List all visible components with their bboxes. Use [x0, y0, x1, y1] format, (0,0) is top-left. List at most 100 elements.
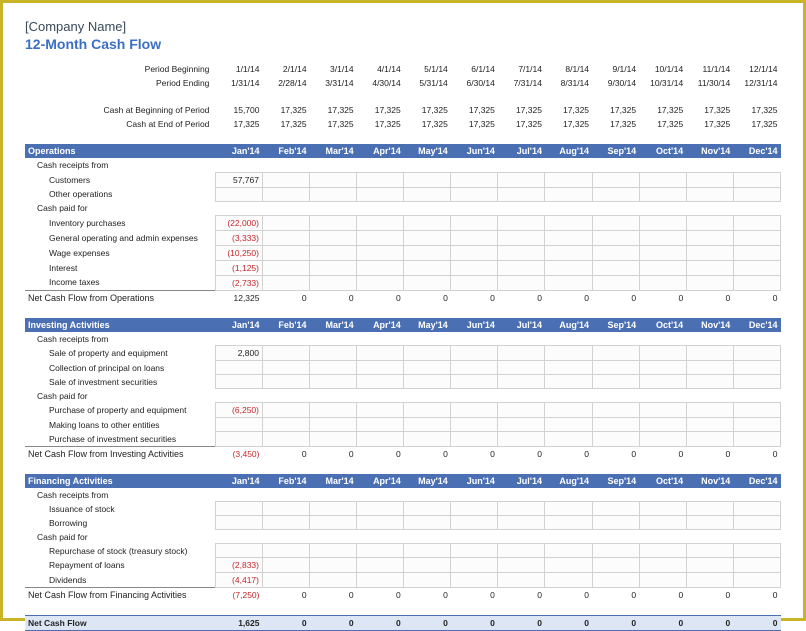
data-cell[interactable] — [545, 375, 592, 389]
data-cell[interactable]: (3,333) — [215, 230, 262, 245]
data-cell[interactable] — [592, 361, 639, 375]
data-cell[interactable] — [310, 502, 357, 516]
data-cell[interactable] — [404, 346, 451, 361]
data-cell[interactable] — [639, 215, 686, 230]
data-cell[interactable] — [498, 502, 545, 516]
data-cell[interactable] — [498, 275, 545, 290]
data-cell[interactable] — [451, 502, 498, 516]
data-cell[interactable] — [639, 418, 686, 432]
data-cell[interactable] — [215, 187, 262, 201]
data-cell[interactable] — [404, 215, 451, 230]
data-cell[interactable] — [310, 187, 357, 201]
data-cell[interactable] — [733, 516, 780, 530]
data-cell[interactable] — [545, 260, 592, 275]
data-cell[interactable] — [451, 432, 498, 447]
data-cell[interactable] — [545, 544, 592, 558]
data-cell[interactable]: (6,250) — [215, 403, 262, 418]
data-cell[interactable] — [404, 516, 451, 530]
data-cell[interactable] — [733, 544, 780, 558]
data-cell[interactable] — [498, 516, 545, 530]
data-cell[interactable] — [733, 245, 780, 260]
data-cell[interactable] — [545, 346, 592, 361]
data-cell[interactable] — [686, 215, 733, 230]
data-cell[interactable] — [639, 573, 686, 588]
data-cell[interactable] — [545, 172, 592, 187]
data-cell[interactable] — [545, 187, 592, 201]
data-cell[interactable] — [639, 361, 686, 375]
data-cell[interactable] — [592, 260, 639, 275]
data-cell[interactable]: (4,417) — [215, 573, 262, 588]
data-cell[interactable] — [357, 573, 404, 588]
data-cell[interactable] — [357, 187, 404, 201]
data-cell[interactable] — [310, 573, 357, 588]
data-cell[interactable] — [404, 432, 451, 447]
data-cell[interactable] — [310, 346, 357, 361]
data-cell[interactable] — [310, 361, 357, 375]
data-cell[interactable] — [733, 403, 780, 418]
data-cell[interactable] — [451, 418, 498, 432]
data-cell[interactable] — [686, 544, 733, 558]
data-cell[interactable] — [498, 187, 545, 201]
data-cell[interactable] — [686, 375, 733, 389]
data-cell[interactable] — [733, 230, 780, 245]
data-cell[interactable] — [498, 544, 545, 558]
data-cell[interactable] — [357, 172, 404, 187]
data-cell[interactable] — [686, 361, 733, 375]
data-cell[interactable] — [404, 573, 451, 588]
data-cell[interactable] — [451, 215, 498, 230]
data-cell[interactable] — [592, 275, 639, 290]
data-cell[interactable] — [262, 215, 309, 230]
data-cell[interactable] — [686, 432, 733, 447]
data-cell[interactable] — [733, 432, 780, 447]
data-cell[interactable] — [686, 573, 733, 588]
data-cell[interactable] — [404, 187, 451, 201]
data-cell[interactable] — [498, 245, 545, 260]
data-cell[interactable]: (1,125) — [215, 260, 262, 275]
data-cell[interactable] — [451, 558, 498, 573]
data-cell[interactable] — [357, 502, 404, 516]
data-cell[interactable] — [262, 516, 309, 530]
data-cell[interactable] — [733, 346, 780, 361]
data-cell[interactable] — [592, 558, 639, 573]
data-cell[interactable] — [639, 275, 686, 290]
data-cell[interactable] — [498, 230, 545, 245]
data-cell[interactable] — [686, 346, 733, 361]
data-cell[interactable] — [404, 558, 451, 573]
data-cell[interactable] — [451, 230, 498, 245]
data-cell[interactable] — [451, 516, 498, 530]
data-cell[interactable] — [639, 172, 686, 187]
data-cell[interactable] — [310, 215, 357, 230]
data-cell[interactable] — [310, 172, 357, 187]
data-cell[interactable] — [262, 573, 309, 588]
data-cell[interactable] — [545, 230, 592, 245]
data-cell[interactable] — [357, 230, 404, 245]
data-cell[interactable] — [262, 544, 309, 558]
data-cell[interactable] — [310, 230, 357, 245]
data-cell[interactable] — [404, 361, 451, 375]
data-cell[interactable] — [310, 432, 357, 447]
data-cell[interactable] — [733, 260, 780, 275]
data-cell[interactable] — [545, 516, 592, 530]
data-cell[interactable] — [592, 375, 639, 389]
data-cell[interactable]: (2,833) — [215, 558, 262, 573]
data-cell[interactable] — [215, 432, 262, 447]
data-cell[interactable] — [498, 403, 545, 418]
data-cell[interactable] — [686, 558, 733, 573]
data-cell[interactable] — [498, 215, 545, 230]
data-cell[interactable] — [357, 346, 404, 361]
data-cell[interactable] — [310, 558, 357, 573]
data-cell[interactable] — [404, 275, 451, 290]
data-cell[interactable] — [215, 502, 262, 516]
data-cell[interactable]: 2,800 — [215, 346, 262, 361]
data-cell[interactable] — [592, 403, 639, 418]
data-cell[interactable] — [310, 275, 357, 290]
data-cell[interactable] — [215, 516, 262, 530]
data-cell[interactable] — [215, 375, 262, 389]
data-cell[interactable] — [686, 275, 733, 290]
data-cell[interactable] — [545, 245, 592, 260]
data-cell[interactable] — [498, 558, 545, 573]
data-cell[interactable] — [404, 375, 451, 389]
data-cell[interactable]: (2,733) — [215, 275, 262, 290]
data-cell[interactable]: (10,250) — [215, 245, 262, 260]
data-cell[interactable] — [733, 361, 780, 375]
